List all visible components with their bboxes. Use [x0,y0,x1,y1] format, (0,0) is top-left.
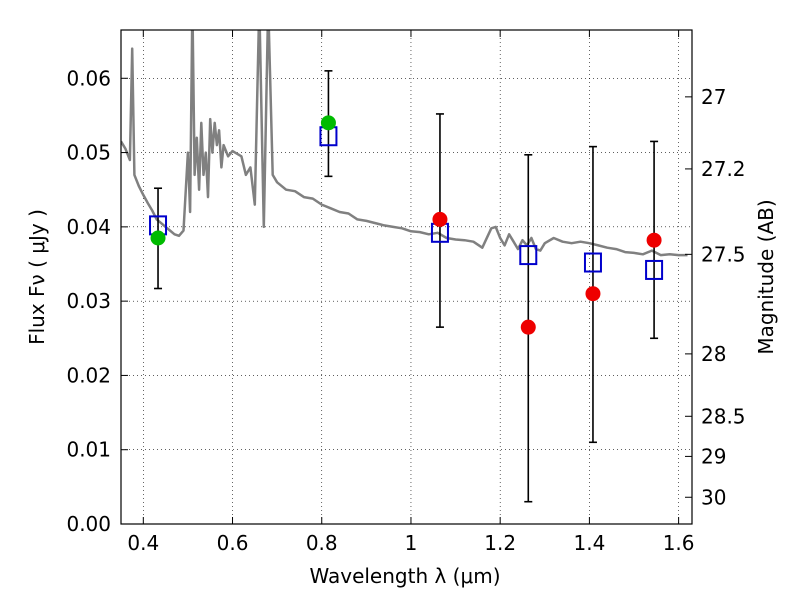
x-tick-label: 1 [405,531,418,555]
right-tick-label: 27.2 [701,157,746,181]
y-tick-label: 0.02 [66,363,111,387]
green-data-point [150,230,166,246]
right-tick-label: 29 [701,444,726,468]
y-tick-label: 0.01 [66,438,111,462]
right-tick-label: 27 [701,85,726,109]
x-tick-label: 1.6 [663,531,695,555]
plot-area [121,30,688,503]
red-data-point [646,232,662,248]
green-data-point [320,115,336,131]
y-tick-label: 0.03 [66,289,111,313]
right-tick-label: 30 [701,485,726,509]
right-tick-label: 28.5 [701,404,746,428]
y-tick-label: 0.06 [66,66,111,90]
axes: 0.4 0.6 0.8 1 1.2 1.4 1.6 0.00 0.01 0.02 0.03 0.04 0… [66,30,746,555]
model-flux-square-marker [645,259,664,280]
x-tick-label: 0.4 [127,531,159,555]
x-axis-title: Wavelength λ (μm) [309,564,500,588]
model-spectrum-line [121,30,688,257]
y-tick-label: 0.00 [66,512,111,536]
y-axis-title: Flux Fν ( μJy ) [25,209,49,345]
y-tick-label: 0.04 [66,215,111,239]
model-flux-square-marker [583,252,602,273]
model-flux-square-marker [519,245,538,266]
x-tick-label: 0.6 [217,531,249,555]
axes-frame [120,29,693,525]
red-data-point [585,286,601,302]
right-axis-title: Magnitude (AB) [754,199,778,354]
red-data-point [432,211,448,227]
x-tick-label: 1.2 [484,531,516,555]
x-tick-label: 1.4 [573,531,605,555]
right-tick-label: 28 [701,342,726,366]
right-tick-label: 27.5 [701,242,746,266]
x-tick-label: 0.8 [306,531,338,555]
y-tick-label: 0.05 [66,141,111,165]
red-data-point [520,319,536,335]
